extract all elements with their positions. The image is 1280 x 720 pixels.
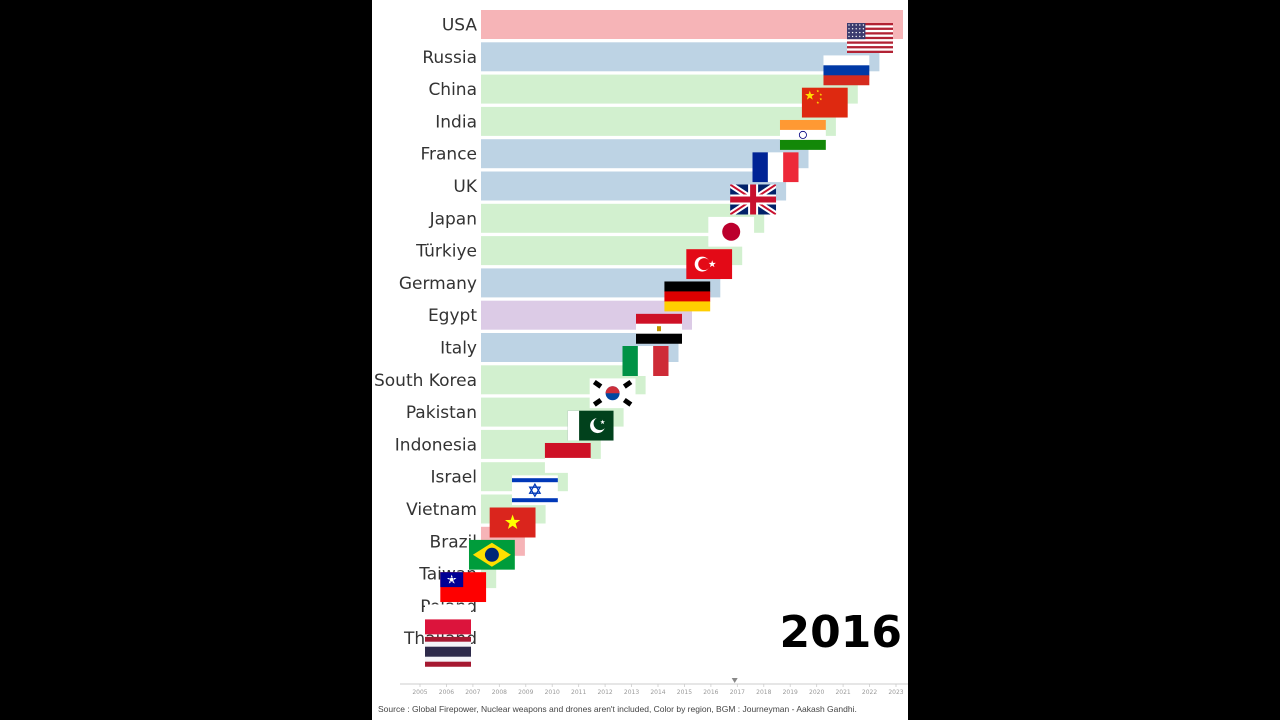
country-label: France (420, 145, 477, 165)
israel-flag-icon (511, 475, 558, 506)
russia-flag-icon (823, 55, 870, 86)
country-label: India (435, 112, 477, 132)
country-label: South Korea (374, 371, 477, 391)
bar-india (481, 106, 836, 136)
timeline-tick-label: 2011 (571, 689, 586, 696)
turkiye-flag-icon (686, 249, 733, 280)
country-label: Italy (440, 339, 477, 359)
country-label: China (428, 80, 477, 100)
country-label: Türkiye (415, 242, 477, 262)
taiwan-flag-icon (440, 572, 487, 603)
country-label: Egypt (428, 306, 477, 326)
bar-china (481, 74, 858, 104)
timeline-marker[interactable] (731, 678, 738, 683)
timeline-tick-label: 2006 (439, 689, 454, 696)
chart-panel: USA Russia China India France UK Japan Türkiye G… (372, 0, 908, 720)
timeline-tick-label: 2023 (888, 689, 903, 696)
timeline-tick-label: 2018 (756, 689, 771, 696)
timeline-tick-label: 2019 (783, 689, 798, 696)
egypt-flag-icon (636, 313, 682, 344)
country-label: Indonesia (395, 435, 477, 455)
year-label: 2016 (780, 607, 902, 658)
timeline-tick-label: 2007 (465, 689, 480, 696)
timeline-tick-label: 2013 (624, 689, 639, 696)
timeline-tick-label: 2015 (677, 689, 692, 696)
country-label: Russia (422, 48, 477, 68)
timeline-tick-label: 2016 (703, 689, 718, 696)
timeline-tick-label: 2009 (518, 689, 533, 696)
uk-flag-icon (730, 184, 777, 215)
source-note: Source : Global Firepower, Nuclear weapo… (378, 704, 857, 714)
country-label: Japan (429, 209, 477, 229)
timeline-tick-label: 2005 (412, 689, 427, 696)
italy-flag-icon (622, 346, 669, 376)
china-flag-icon (801, 87, 848, 118)
brazil-flag-icon (468, 539, 515, 570)
bar-chart-race: USA Russia China India France UK Japan Türkiye G… (374, 10, 908, 696)
timeline-tick-label: 2022 (862, 689, 877, 696)
pakistan-flag-icon (567, 410, 614, 441)
country-label: Germany (399, 274, 477, 294)
country-label: UK (453, 177, 477, 197)
japan-flag-icon (708, 216, 755, 247)
country-label: Israel (431, 468, 477, 488)
us-flag-icon (847, 23, 893, 53)
india-flag-icon (779, 119, 826, 150)
country-label: Vietnam (406, 500, 477, 520)
vietnam-flag-icon (489, 507, 536, 538)
germany-flag-icon (664, 281, 711, 312)
timeline-tick-label: 2012 (597, 689, 612, 696)
bar-usa (481, 10, 903, 39)
country-label: Pakistan (406, 403, 477, 423)
timeline-tick-label: 2020 (809, 689, 824, 696)
country-label: USA (442, 16, 478, 36)
bar-russia (481, 42, 880, 72)
poland-flag-icon (425, 604, 471, 635)
south-korea-flag-icon (589, 378, 636, 409)
thailand-flag-icon (425, 636, 471, 667)
timeline-axis[interactable]: 2005 2006 2007 2008 2009 2010 2011 2012 2013 2014… (400, 678, 908, 696)
timeline-tick-label: 2017 (730, 689, 745, 696)
timeline-tick-label: 2008 (492, 689, 507, 696)
indonesia-flag-icon (544, 442, 591, 473)
timeline-tick-label: 2010 (545, 689, 560, 696)
country-label: Brazil (430, 532, 477, 552)
timeline-tick-label: 2014 (650, 689, 665, 696)
timeline-tick-label: 2021 (835, 689, 850, 696)
france-flag-icon (752, 152, 799, 183)
